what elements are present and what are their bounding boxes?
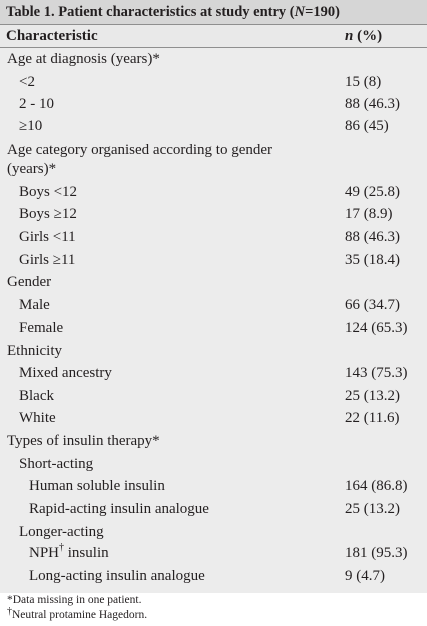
row-label: Female xyxy=(19,320,64,336)
footnote-dagger-mark: † xyxy=(7,606,12,617)
table-title-text: Patient characteristics at study entry ( xyxy=(58,3,295,20)
table-title-label: Table 1. xyxy=(6,3,55,20)
table-row: ≥10 86 (45) xyxy=(0,118,427,140)
row-value: 143 (75.3) xyxy=(345,365,408,381)
table-row: Girls ≥11 35 (18.4) xyxy=(0,252,427,274)
row-value: 86 (45) xyxy=(345,118,389,134)
row-value: 66 (34.7) xyxy=(345,297,400,313)
table-row: 2 - 10 88 (46.3) xyxy=(0,96,427,118)
table-row: Female 124 (65.3) xyxy=(0,320,427,342)
row-label: ≥10 xyxy=(19,118,43,134)
row-label: 2 - 10 xyxy=(19,96,54,112)
footnote-nph-text: Neutral protamine Hagedorn. xyxy=(12,609,148,621)
row-label: White xyxy=(19,410,56,426)
row-label: Longer-acting xyxy=(19,524,104,540)
table-row: Ethnicity xyxy=(0,343,427,365)
row-value: 9 (4.7) xyxy=(345,568,385,584)
table-row: NPH† insulin 181 (95.3) xyxy=(0,542,427,567)
row-label: Male xyxy=(19,297,50,313)
table-row: Gender xyxy=(0,274,427,296)
row-label: Black xyxy=(19,388,54,404)
row-label: Girls ≥11 xyxy=(19,252,76,268)
table-row: White 22 (11.6) xyxy=(0,410,427,432)
row-label: Mixed ancestry xyxy=(19,365,112,381)
row-value: 49 (25.8) xyxy=(345,184,400,200)
row-label: Girls <11 xyxy=(19,229,76,245)
header-characteristic: Characteristic xyxy=(6,28,98,44)
header-n-percent: n (%) xyxy=(345,28,382,45)
row-label: <2 xyxy=(19,74,35,90)
table-row: Short-acting xyxy=(0,456,427,478)
table-row: Age at diagnosis (years)* xyxy=(0,51,427,73)
row-value: 25 (13.2) xyxy=(345,501,400,517)
table-title: Table 1. Patient characteristics at stud… xyxy=(0,0,427,25)
table-row: Human soluble insulin 164 (86.8) xyxy=(0,478,427,500)
header-n: n xyxy=(345,28,354,44)
row-value: 22 (11.6) xyxy=(345,410,400,426)
header-pct: (%) xyxy=(353,28,383,44)
footnote-nph: †Neutral protamine Hagedorn. xyxy=(7,606,148,621)
row-value: 88 (46.3) xyxy=(345,229,400,245)
table-row: Male 66 (34.7) xyxy=(0,297,427,319)
row-label: Human soluble insulin xyxy=(29,478,165,494)
row-label: NPH xyxy=(29,545,60,561)
row-label: Boys <12 xyxy=(19,184,78,200)
dagger-mark: † xyxy=(59,542,65,553)
row-label: Long-acting insulin analogue xyxy=(29,568,205,584)
row-label-composite: NPH† insulin xyxy=(29,542,109,562)
row-value: 17 (8.9) xyxy=(345,206,393,222)
table-row: Age category organised according to gend… xyxy=(0,142,427,164)
table-title-end: =190) xyxy=(305,3,340,20)
table-row: Types of insulin therapy* xyxy=(0,433,427,455)
table-row: Girls <11 88 (46.3) xyxy=(0,229,427,251)
table-row: Longer-acting xyxy=(0,524,427,546)
row-value: 124 (65.3) xyxy=(345,320,408,336)
row-label: Ethnicity xyxy=(7,343,62,359)
row-label: Age at diagnosis (years)* xyxy=(7,51,160,67)
row-label: Types of insulin therapy* xyxy=(7,433,160,449)
row-label-suffix: insulin xyxy=(64,545,109,561)
table-row: <2 15 (8) xyxy=(0,74,427,96)
row-label: Short-acting xyxy=(19,456,94,472)
row-value: 181 (95.3) xyxy=(345,545,408,561)
table-row: Black 25 (13.2) xyxy=(0,388,427,410)
row-value: 164 (86.8) xyxy=(345,478,408,494)
table-footnotes: *Data missing in one patient. †Neutral p… xyxy=(0,593,427,626)
table-row: Rapid-acting insulin analogue 25 (13.2) xyxy=(0,501,427,523)
footnote-data-missing: *Data missing in one patient. xyxy=(7,594,142,606)
table-body: Age at diagnosis (years)* <2 15 (8) 2 - 1… xyxy=(0,48,427,593)
row-label: Boys ≥12 xyxy=(19,206,77,222)
row-value: 25 (13.2) xyxy=(345,388,400,404)
table-title-n: N xyxy=(294,3,306,20)
row-label: Age category organised according to gend… xyxy=(7,142,273,158)
row-value: 88 (46.3) xyxy=(345,96,400,112)
row-label: Gender xyxy=(7,274,52,290)
table-row: Boys ≥12 17 (8.9) xyxy=(0,206,427,228)
table-row: Mixed ancestry 143 (75.3) xyxy=(0,365,427,387)
table-row: Long-acting insulin analogue 9 (4.7) xyxy=(0,568,427,590)
row-value: 35 (18.4) xyxy=(345,252,400,268)
row-label: (years)* xyxy=(7,161,57,177)
row-value: 15 (8) xyxy=(345,74,382,90)
row-label: Rapid-acting insulin analogue xyxy=(29,501,209,517)
table-row: (years)* xyxy=(0,161,427,183)
table-row: Boys <12 49 (25.8) xyxy=(0,184,427,206)
table-header-row: Characteristic n (%) xyxy=(0,25,427,48)
